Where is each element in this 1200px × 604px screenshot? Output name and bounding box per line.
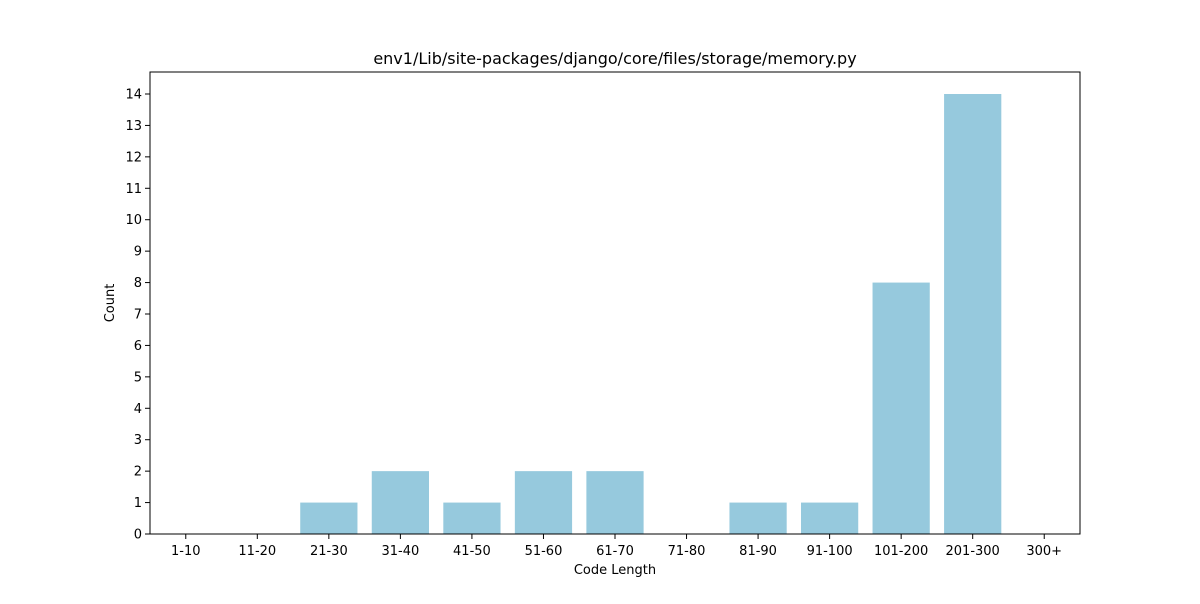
- x-axis: 1-10 11-20 21-30 31-40 41-50 51-60 61-70 71-80 8…: [171, 534, 1062, 559]
- y-tick-label: 0: [134, 528, 142, 543]
- bar-201-300: [944, 94, 1001, 534]
- y-tick-label: 10: [125, 213, 142, 228]
- bar-31-40: [372, 471, 429, 534]
- x-tick-label: 91-100: [807, 544, 853, 559]
- bar-91-100: [801, 503, 858, 534]
- x-tick-label: 61-70: [596, 544, 634, 559]
- x-tick-label: 201-300: [946, 544, 1000, 559]
- y-tick-label: 6: [134, 339, 142, 354]
- x-tick-label: 1-10: [171, 544, 201, 559]
- y-tick-label: 12: [125, 150, 142, 165]
- y-tick-label: 13: [125, 119, 142, 134]
- bar-81-90: [729, 503, 786, 534]
- chart-title: env1/Lib/site-packages/django/core/files…: [373, 49, 856, 68]
- x-tick-label: 51-60: [525, 544, 563, 559]
- x-tick-label: 31-40: [381, 544, 419, 559]
- y-tick-label: 9: [134, 245, 142, 260]
- x-tick-label: 81-90: [739, 544, 777, 559]
- y-tick-label: 5: [134, 370, 142, 385]
- x-tick-label: 21-30: [310, 544, 348, 559]
- y-tick-label: 11: [125, 182, 142, 197]
- x-tick-label: 11-20: [238, 544, 276, 559]
- plot-frame: [150, 72, 1080, 534]
- x-tick-label: 101-200: [874, 544, 928, 559]
- bar-101-200: [873, 283, 930, 534]
- y-tick-label: 7: [134, 308, 142, 323]
- y-tick-label: 2: [134, 465, 142, 480]
- x-tick-label: 300+: [1026, 544, 1062, 559]
- y-tick-label: 4: [134, 402, 142, 417]
- bar-21-30: [300, 503, 357, 534]
- y-tick-label: 1: [134, 496, 142, 511]
- bars-group: [300, 94, 1001, 534]
- y-tick-label: 14: [125, 88, 142, 103]
- y-tick-label: 8: [134, 276, 142, 291]
- x-tick-label: 71-80: [668, 544, 706, 559]
- bar-61-70: [586, 471, 643, 534]
- y-tick-label: 3: [134, 433, 142, 448]
- y-axis-label: Count: [103, 284, 118, 323]
- x-axis-label: Code Length: [574, 563, 656, 578]
- bar-51-60: [515, 471, 572, 534]
- x-tick-label: 41-50: [453, 544, 491, 559]
- bar-41-50: [443, 503, 500, 534]
